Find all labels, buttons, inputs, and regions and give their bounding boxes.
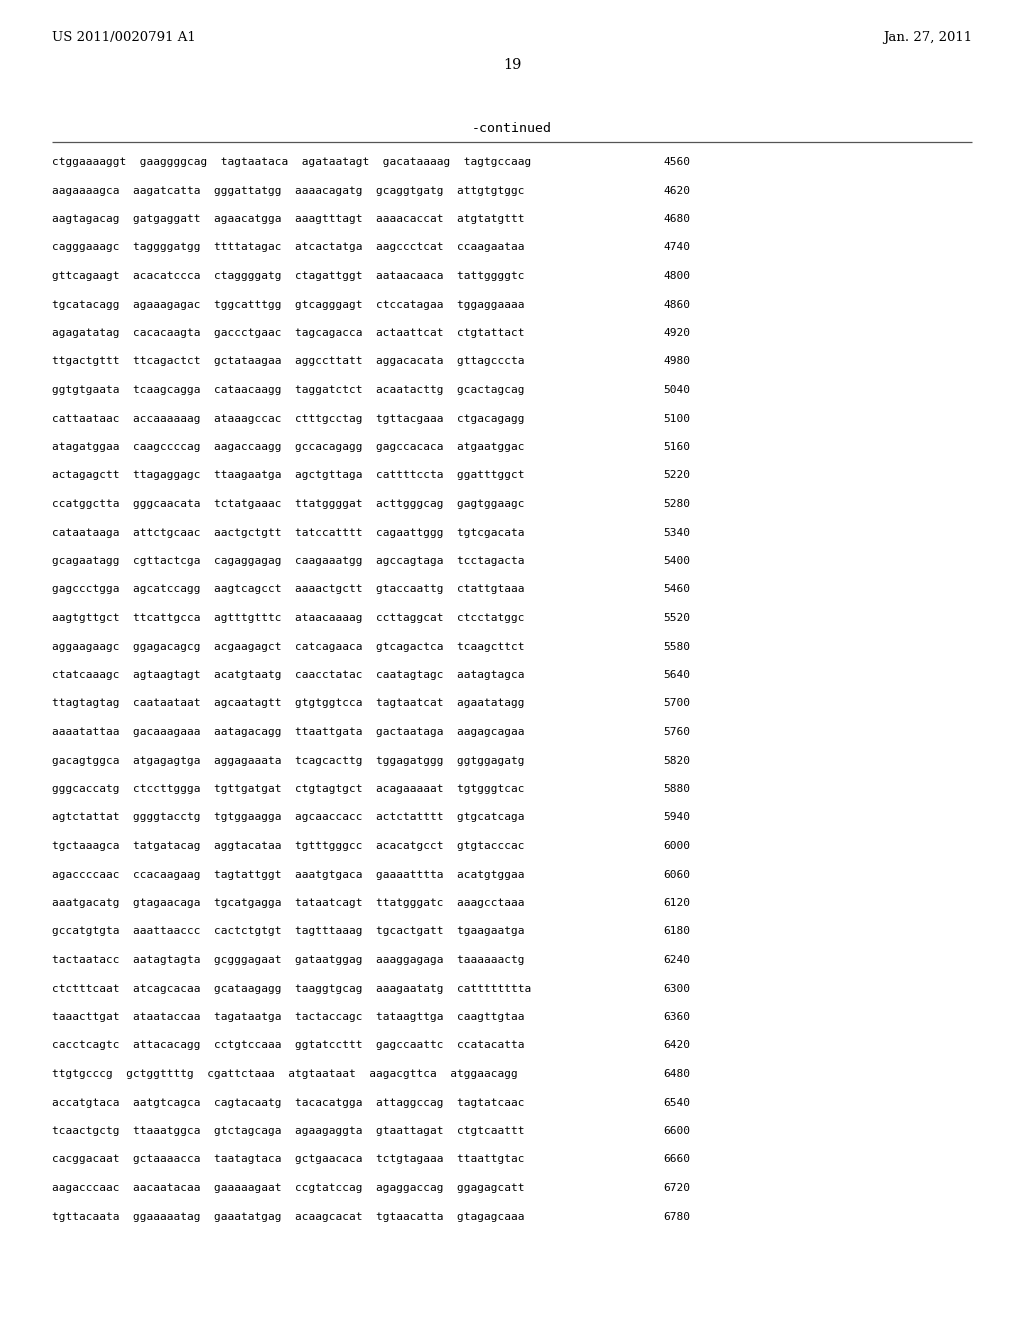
Text: gttcagaagt  acacatccca  ctaggggatg  ctagattggt  aataacaaca  tattggggtc: gttcagaagt acacatccca ctaggggatg ctagatt… <box>52 271 524 281</box>
Text: 4980: 4980 <box>663 356 690 367</box>
Text: tgttacaata  ggaaaaatag  gaaatatgag  acaagcacat  tgtaacatta  gtagagcaaa: tgttacaata ggaaaaatag gaaatatgag acaagca… <box>52 1212 524 1221</box>
Text: 6300: 6300 <box>663 983 690 994</box>
Text: 5580: 5580 <box>663 642 690 652</box>
Text: 4620: 4620 <box>663 186 690 195</box>
Text: ctatcaaagc  agtaagtagt  acatgtaatg  caacctatac  caatagtagc  aatagtagca: ctatcaaagc agtaagtagt acatgtaatg caaccta… <box>52 671 524 680</box>
Text: 5820: 5820 <box>663 755 690 766</box>
Text: 6480: 6480 <box>663 1069 690 1078</box>
Text: gggcaccatg  ctccttggga  tgttgatgat  ctgtagtgct  acagaaaaat  tgtgggtcac: gggcaccatg ctccttggga tgttgatgat ctgtagt… <box>52 784 524 795</box>
Text: aagaaaagca  aagatcatta  gggattatgg  aaaacagatg  gcaggtgatg  attgtgtggc: aagaaaagca aagatcatta gggattatgg aaaacag… <box>52 186 524 195</box>
Text: 4680: 4680 <box>663 214 690 224</box>
Text: ctggaaaaggt  gaaggggcag  tagtaataca  agataatagt  gacataaaag  tagtgccaag: ctggaaaaggt gaaggggcag tagtaataca agataa… <box>52 157 531 168</box>
Text: 4800: 4800 <box>663 271 690 281</box>
Text: 5460: 5460 <box>663 585 690 594</box>
Text: tgcatacagg  agaaagagac  tggcatttgg  gtcagggagt  ctccatagaa  tggaggaaaa: tgcatacagg agaaagagac tggcatttgg gtcaggg… <box>52 300 524 309</box>
Text: US 2011/0020791 A1: US 2011/0020791 A1 <box>52 30 196 44</box>
Text: 6600: 6600 <box>663 1126 690 1137</box>
Text: 6000: 6000 <box>663 841 690 851</box>
Text: 4740: 4740 <box>663 243 690 252</box>
Text: gacagtggca  atgagagtga  aggagaaata  tcagcacttg  tggagatggg  ggtggagatg: gacagtggca atgagagtga aggagaaata tcagcac… <box>52 755 524 766</box>
Text: 19: 19 <box>503 58 521 73</box>
Text: 6060: 6060 <box>663 870 690 879</box>
Text: gcagaatagg  cgttactcga  cagaggagag  caagaaatgg  agccagtaga  tcctagacta: gcagaatagg cgttactcga cagaggagag caagaaa… <box>52 556 524 566</box>
Text: 5220: 5220 <box>663 470 690 480</box>
Text: tcaactgctg  ttaaatggca  gtctagcaga  agaagaggta  gtaattagat  ctgtcaattt: tcaactgctg ttaaatggca gtctagcaga agaagag… <box>52 1126 524 1137</box>
Text: 5280: 5280 <box>663 499 690 510</box>
Text: gagccctgga  agcatccagg  aagtcagcct  aaaactgctt  gtaccaattg  ctattgtaaa: gagccctgga agcatccagg aagtcagcct aaaactg… <box>52 585 524 594</box>
Text: 5940: 5940 <box>663 813 690 822</box>
Text: 6120: 6120 <box>663 898 690 908</box>
Text: 5760: 5760 <box>663 727 690 737</box>
Text: aaaatattaa  gacaaagaaa  aatagacagg  ttaattgata  gactaataga  aagagcagaa: aaaatattaa gacaaagaaa aatagacagg ttaattg… <box>52 727 524 737</box>
Text: 6660: 6660 <box>663 1155 690 1164</box>
Text: 6180: 6180 <box>663 927 690 936</box>
Text: 5100: 5100 <box>663 413 690 424</box>
Text: ttgtgcccg  gctggttttg  cgattctaaa  atgtaataat  aagacgttca  atggaacagg: ttgtgcccg gctggttttg cgattctaaa atgtaata… <box>52 1069 518 1078</box>
Text: 5160: 5160 <box>663 442 690 451</box>
Text: cagggaaagc  taggggatgg  ttttatagac  atcactatga  aagccctcat  ccaagaataa: cagggaaagc taggggatgg ttttatagac atcacta… <box>52 243 524 252</box>
Text: aagacccaac  aacaatacaa  gaaaaagaat  ccgtatccag  agaggaccag  ggagagcatt: aagacccaac aacaatacaa gaaaaagaat ccgtatc… <box>52 1183 524 1193</box>
Text: 5400: 5400 <box>663 556 690 566</box>
Text: agaccccaac  ccacaagaag  tagtattggt  aaatgtgaca  gaaaatttta  acatgtggaa: agaccccaac ccacaagaag tagtattggt aaatgtg… <box>52 870 524 879</box>
Text: ccatggctta  gggcaacata  tctatgaaac  ttatggggat  acttgggcag  gagtggaagc: ccatggctta gggcaacata tctatgaaac ttatggg… <box>52 499 524 510</box>
Text: tgctaaagca  tatgatacag  aggtacataa  tgtttgggcc  acacatgcct  gtgtacccac: tgctaaagca tatgatacag aggtacataa tgtttgg… <box>52 841 524 851</box>
Text: 6360: 6360 <box>663 1012 690 1022</box>
Text: 5040: 5040 <box>663 385 690 395</box>
Text: -continued: -continued <box>472 121 552 135</box>
Text: ttgactgttt  ttcagactct  gctataagaa  aggccttatt  aggacacata  gttagcccta: ttgactgttt ttcagactct gctataagaa aggcctt… <box>52 356 524 367</box>
Text: gccatgtgta  aaattaaccc  cactctgtgt  tagtttaaag  tgcactgatt  tgaagaatga: gccatgtgta aaattaaccc cactctgtgt tagttta… <box>52 927 524 936</box>
Text: 5700: 5700 <box>663 698 690 709</box>
Text: 6780: 6780 <box>663 1212 690 1221</box>
Text: aagtagacag  gatgaggatt  agaacatgga  aaagtttagt  aaaacaccat  atgtatgttt: aagtagacag gatgaggatt agaacatgga aaagttt… <box>52 214 524 224</box>
Text: actagagctt  ttagaggagc  ttaagaatga  agctgttaga  cattttccta  ggatttggct: actagagctt ttagaggagc ttaagaatga agctgtt… <box>52 470 524 480</box>
Text: 5520: 5520 <box>663 612 690 623</box>
Text: aagtgttgct  ttcattgcca  agtttgtttc  ataacaaaag  ccttaggcat  ctcctatggc: aagtgttgct ttcattgcca agtttgtttc ataacaa… <box>52 612 524 623</box>
Text: 4860: 4860 <box>663 300 690 309</box>
Text: ttagtagtag  caataataat  agcaatagtt  gtgtggtcca  tagtaatcat  agaatatagg: ttagtagtag caataataat agcaatagtt gtgtggt… <box>52 698 524 709</box>
Text: ctctttcaat  atcagcacaa  gcataagagg  taaggtgcag  aaagaatatg  catttttttta: ctctttcaat atcagcacaa gcataagagg taaggtg… <box>52 983 531 994</box>
Text: cataataaga  attctgcaac  aactgctgtt  tatccatttt  cagaattggg  tgtcgacata: cataataaga attctgcaac aactgctgtt tatccat… <box>52 528 524 537</box>
Text: agtctattat  ggggtacctg  tgtggaagga  agcaaccacc  actctatttt  gtgcatcaga: agtctattat ggggtacctg tgtggaagga agcaacc… <box>52 813 524 822</box>
Text: 6240: 6240 <box>663 954 690 965</box>
Text: cacctcagtc  attacacagg  cctgtccaaa  ggtatccttt  gagccaattc  ccatacatta: cacctcagtc attacacagg cctgtccaaa ggtatcc… <box>52 1040 524 1051</box>
Text: aggaagaagc  ggagacagcg  acgaagagct  catcagaaca  gtcagactca  tcaagcttct: aggaagaagc ggagacagcg acgaagagct catcaga… <box>52 642 524 652</box>
Text: 5880: 5880 <box>663 784 690 795</box>
Text: cattaataac  accaaaaaag  ataaagccac  ctttgcctag  tgttacgaaa  ctgacagagg: cattaataac accaaaaaag ataaagccac ctttgcc… <box>52 413 524 424</box>
Text: tactaatacc  aatagtagta  gcgggagaat  gataatggag  aaaggagaga  taaaaaactg: tactaatacc aatagtagta gcgggagaat gataatg… <box>52 954 524 965</box>
Text: 4560: 4560 <box>663 157 690 168</box>
Text: taaacttgat  ataataccaa  tagataatga  tactaccagc  tataagttga  caagttgtaa: taaacttgat ataataccaa tagataatga tactacc… <box>52 1012 524 1022</box>
Text: cacggacaat  gctaaaacca  taatagtaca  gctgaacaca  tctgtagaaa  ttaattgtac: cacggacaat gctaaaacca taatagtaca gctgaac… <box>52 1155 524 1164</box>
Text: agagatatag  cacacaagta  gaccctgaac  tagcagacca  actaattcat  ctgtattact: agagatatag cacacaagta gaccctgaac tagcaga… <box>52 327 524 338</box>
Text: 6420: 6420 <box>663 1040 690 1051</box>
Text: aaatgacatg  gtagaacaga  tgcatgagga  tataatcagt  ttatgggatc  aaagcctaaa: aaatgacatg gtagaacaga tgcatgagga tataatc… <box>52 898 524 908</box>
Text: 5340: 5340 <box>663 528 690 537</box>
Text: 6540: 6540 <box>663 1097 690 1107</box>
Text: ggtgtgaata  tcaagcagga  cataacaagg  taggatctct  acaatacttg  gcactagcag: ggtgtgaata tcaagcagga cataacaagg taggatc… <box>52 385 524 395</box>
Text: 4920: 4920 <box>663 327 690 338</box>
Text: atagatggaa  caagccccag  aagaccaagg  gccacagagg  gagccacaca  atgaatggac: atagatggaa caagccccag aagaccaagg gccacag… <box>52 442 524 451</box>
Text: 5640: 5640 <box>663 671 690 680</box>
Text: 6720: 6720 <box>663 1183 690 1193</box>
Text: accatgtaca  aatgtcagca  cagtacaatg  tacacatgga  attaggccag  tagtatcaac: accatgtaca aatgtcagca cagtacaatg tacacat… <box>52 1097 524 1107</box>
Text: Jan. 27, 2011: Jan. 27, 2011 <box>883 30 972 44</box>
